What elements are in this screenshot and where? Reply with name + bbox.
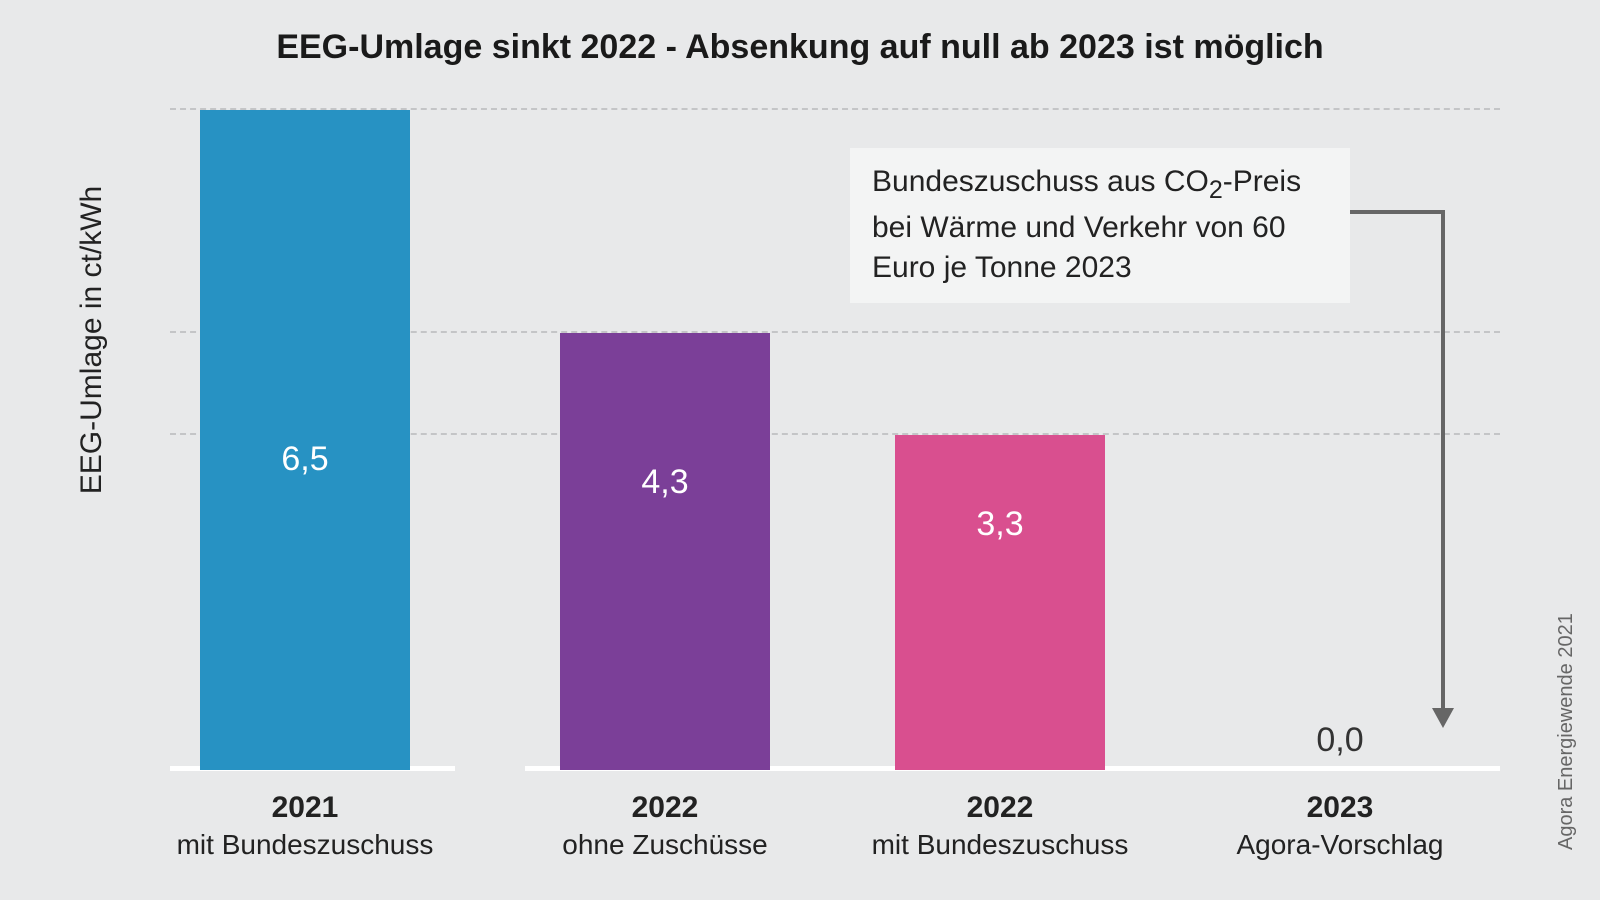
x-axis-label: 2022 mit Bundeszuschuss (825, 788, 1175, 863)
bar-value-label: 0,0 (1190, 721, 1490, 760)
x-axis-label: 2023 Agora-Vorschlag (1165, 788, 1515, 863)
bar-value-label: 3,3 (895, 505, 1105, 544)
x-axis-label: 2022 ohne Zuschüsse (490, 788, 840, 863)
bar-value-label: 4,3 (560, 463, 770, 502)
x-year: 2023 (1307, 791, 1374, 824)
x-sublabel: mit Bundeszuschuss (872, 829, 1129, 860)
bar: 3,3 (895, 435, 1105, 770)
bar-group: 0,0 (1190, 110, 1490, 770)
chart-title: EEG-Umlage sinkt 2022 - Absenkung auf nu… (0, 28, 1600, 67)
x-sublabel: ohne Zuschüsse (562, 829, 767, 860)
x-sublabel: mit Bundeszuschuss (177, 829, 434, 860)
x-year: 2021 (272, 791, 339, 824)
plot-area: Bundeszuschuss aus CO2-Preisbei Wärme un… (170, 110, 1500, 770)
x-sublabel: Agora-Vorschlag (1236, 829, 1443, 860)
bar: 4,3 (560, 333, 770, 770)
x-year: 2022 (967, 791, 1034, 824)
source-credit: Agora Energiewende 2021 (1555, 613, 1578, 850)
bar: 6,5 (200, 110, 410, 770)
x-year: 2022 (632, 791, 699, 824)
y-axis-label: EEG-Umlage in ct/kWh (75, 186, 109, 494)
bar-group: 4,3 (515, 110, 815, 770)
bar-value-label: 6,5 (200, 440, 410, 479)
bar-group: 3,3 (850, 110, 1150, 770)
x-axis-label: 2021 mit Bundeszuschuss (130, 788, 480, 863)
bar-group: 6,5 (155, 110, 455, 770)
